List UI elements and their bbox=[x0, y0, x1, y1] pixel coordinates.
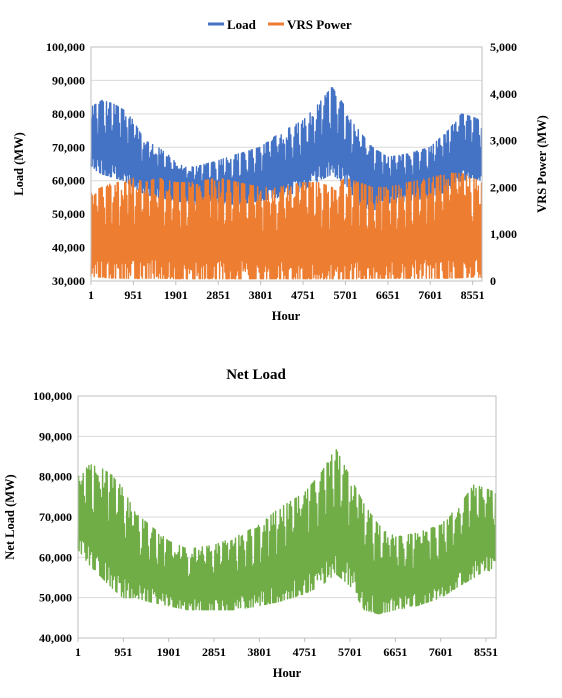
x-tick-label: 951 bbox=[114, 645, 132, 659]
series-line-net-load bbox=[77, 449, 497, 615]
x-tick-label: 2851 bbox=[206, 288, 230, 302]
y-tick-label: 50,000 bbox=[52, 207, 85, 221]
x-tick-label: 951 bbox=[124, 288, 142, 302]
y2-tick-label: 2,000 bbox=[490, 180, 517, 194]
x-tick-label: 4751 bbox=[293, 645, 317, 659]
y-tick-label: 70,000 bbox=[52, 140, 85, 154]
y-tick-label: 30,000 bbox=[52, 274, 85, 288]
y-tick-label: 80,000 bbox=[39, 470, 72, 484]
x-tick-label: 1901 bbox=[164, 288, 188, 302]
legend-label-vrs: VRS Power bbox=[287, 17, 352, 32]
x-tick-label: 1 bbox=[75, 645, 81, 659]
y-tick-label: 50,000 bbox=[39, 591, 72, 605]
y-tick-label: 60,000 bbox=[52, 174, 85, 188]
x-tick-label: 3801 bbox=[247, 645, 271, 659]
legend-label-load: Load bbox=[227, 17, 257, 32]
x-axis-title: Hour bbox=[273, 666, 302, 680]
legend: Load VRS Power bbox=[208, 17, 352, 32]
y-tick-label: 60,000 bbox=[39, 550, 72, 564]
y2-tick-label: 3,000 bbox=[490, 134, 517, 148]
x-tick-label: 3801 bbox=[249, 288, 273, 302]
y-tick-label: 90,000 bbox=[39, 429, 72, 443]
chart-title: Net Load bbox=[226, 367, 286, 383]
load-vrs-chart: Load VRS Power 30,000 40,000 50,000 60,000 7… bbox=[12, 17, 549, 323]
x-axis-ticks: 1 951 1901 2851 3801 4751 5701 6651 7601 8551 bbox=[88, 281, 485, 302]
y2-axis-ticks: 0 1,000 2,000 3,000 4,000 5,000 bbox=[490, 40, 517, 288]
x-tick-label: 4751 bbox=[291, 288, 315, 302]
y-tick-label: 90,000 bbox=[52, 73, 85, 87]
net-load-chart: Net Load 40,000 50,000 60,000 70,000 80,000 9… bbox=[3, 367, 498, 680]
y-axis-title: Load (MW) bbox=[12, 132, 26, 196]
x-axis-ticks: 1 951 1901 2851 3801 4751 5701 6651 7601 8551 bbox=[75, 638, 498, 659]
y-tick-label: 80,000 bbox=[52, 107, 85, 121]
x-tick-label: 8551 bbox=[461, 288, 485, 302]
y2-tick-label: 4,000 bbox=[490, 87, 517, 101]
x-tick-label: 1 bbox=[88, 288, 94, 302]
series-line-load bbox=[90, 87, 483, 211]
y-axis-title: Net Load (MW) bbox=[3, 474, 17, 559]
x-tick-label: 8551 bbox=[474, 645, 498, 659]
x-tick-label: 6651 bbox=[376, 288, 400, 302]
y-tick-label: 40,000 bbox=[52, 241, 85, 255]
x-tick-label: 7601 bbox=[429, 645, 453, 659]
x-axis-title: Hour bbox=[272, 309, 301, 323]
x-tick-label: 7601 bbox=[418, 288, 442, 302]
y-tick-label: 100,000 bbox=[33, 389, 72, 403]
y2-tick-label: 5,000 bbox=[490, 40, 517, 54]
y2-axis-title: VRS Power (MW) bbox=[535, 115, 549, 213]
plot-frame bbox=[90, 46, 483, 282]
y-tick-label: 40,000 bbox=[39, 631, 72, 645]
x-tick-label: 1901 bbox=[157, 645, 181, 659]
x-tick-label: 2851 bbox=[202, 645, 226, 659]
y-tick-label: 70,000 bbox=[39, 510, 72, 524]
plot-frame bbox=[77, 395, 497, 639]
x-tick-label: 6651 bbox=[383, 645, 407, 659]
x-tick-label: 5701 bbox=[338, 645, 362, 659]
y2-tick-label: 0 bbox=[490, 274, 496, 288]
y-tick-label: 100,000 bbox=[46, 40, 85, 54]
y-axis-ticks: 40,000 50,000 60,000 70,000 80,000 90,000 100,… bbox=[33, 389, 72, 645]
plot-series bbox=[90, 87, 483, 280]
plot-series bbox=[77, 449, 497, 615]
x-tick-label: 5701 bbox=[333, 288, 357, 302]
y2-tick-label: 1,000 bbox=[490, 227, 517, 241]
series-line-vrs-power bbox=[90, 172, 483, 280]
y-axis-ticks: 30,000 40,000 50,000 60,000 70,000 80,000 90,0… bbox=[46, 40, 85, 288]
